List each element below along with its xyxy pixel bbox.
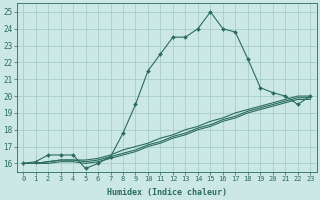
X-axis label: Humidex (Indice chaleur): Humidex (Indice chaleur) (107, 188, 227, 197)
